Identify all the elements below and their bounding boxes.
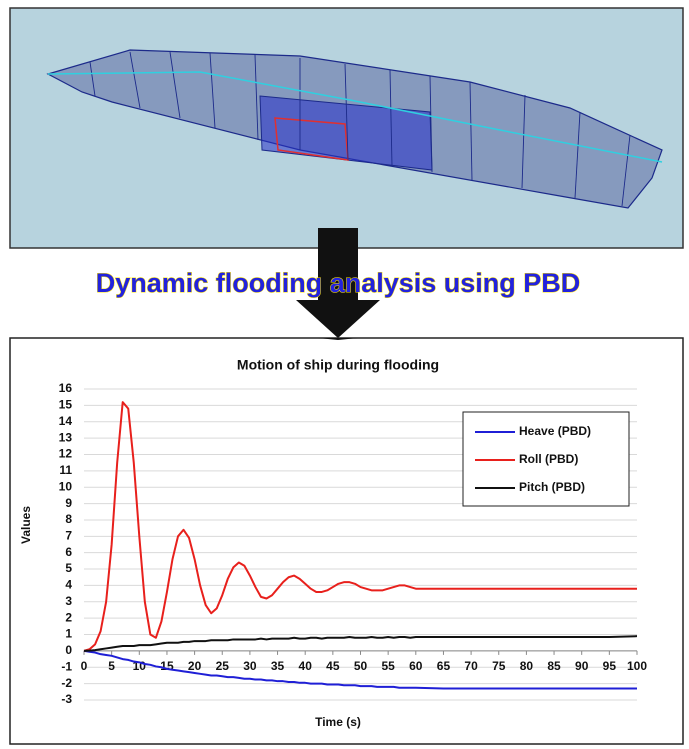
x-tick-label: 45	[326, 659, 340, 673]
x-tick-label: 70	[464, 659, 478, 673]
y-tick-label: 7	[65, 528, 72, 542]
x-tick-label: 30	[243, 659, 257, 673]
x-tick-label: 90	[575, 659, 589, 673]
page: Dynamic flooding analysis using PBD Moti…	[0, 0, 689, 749]
y-tick-label: -1	[61, 659, 72, 673]
x-tick-label: 65	[437, 659, 451, 673]
x-tick-label: 100	[627, 659, 647, 673]
y-tick-label: 1	[65, 627, 72, 641]
y-tick-label: 10	[59, 479, 73, 493]
x-tick-label: 55	[381, 659, 395, 673]
y-tick-label: 14	[59, 414, 73, 428]
y-tick-label: 4	[65, 578, 72, 592]
figure: Dynamic flooding analysis using PBD Moti…	[0, 0, 689, 749]
chart-title: Motion of ship during flooding	[237, 357, 439, 373]
y-tick-label: 11	[59, 463, 72, 477]
legend-label: Heave (PBD)	[519, 424, 591, 438]
x-tick-label: 0	[81, 659, 88, 673]
x-tick-label: 35	[271, 659, 285, 673]
y-tick-label: 15	[59, 398, 73, 412]
x-tick-label: 95	[603, 659, 617, 673]
y-tick-label: 5	[65, 561, 72, 575]
legend-label: Pitch (PBD)	[519, 480, 585, 494]
y-axis-title: Values	[19, 506, 33, 544]
x-axis-title: Time (s)	[315, 715, 361, 729]
x-tick-label: 85	[547, 659, 561, 673]
x-tick-label: 80	[520, 659, 534, 673]
y-tick-label: 8	[65, 512, 72, 526]
y-tick-label: 2	[65, 610, 72, 624]
x-tick-label: 60	[409, 659, 423, 673]
y-tick-label: 6	[65, 545, 72, 559]
x-tick-label: 25	[216, 659, 230, 673]
x-tick-label: 75	[492, 659, 506, 673]
y-tick-label: 3	[65, 594, 72, 608]
y-tick-label: 16	[59, 381, 73, 395]
y-tick-label: 12	[59, 447, 73, 461]
x-tick-label: 5	[108, 659, 115, 673]
x-tick-label: 40	[299, 659, 313, 673]
legend-label: Roll (PBD)	[519, 452, 578, 466]
y-tick-label: -2	[61, 676, 72, 690]
banner: Dynamic flooding analysis using PBD	[96, 268, 581, 298]
y-tick-label: -3	[61, 692, 72, 706]
x-tick-label: 15	[160, 659, 174, 673]
y-tick-label: 13	[59, 430, 73, 444]
legend: Heave (PBD) Roll (PBD) Pitch (PBD)	[463, 412, 629, 506]
x-tick-label: 50	[354, 659, 368, 673]
y-tick-label: 0	[65, 643, 72, 657]
x-tick-label: 20	[188, 659, 202, 673]
y-tick-label: 9	[65, 496, 72, 510]
